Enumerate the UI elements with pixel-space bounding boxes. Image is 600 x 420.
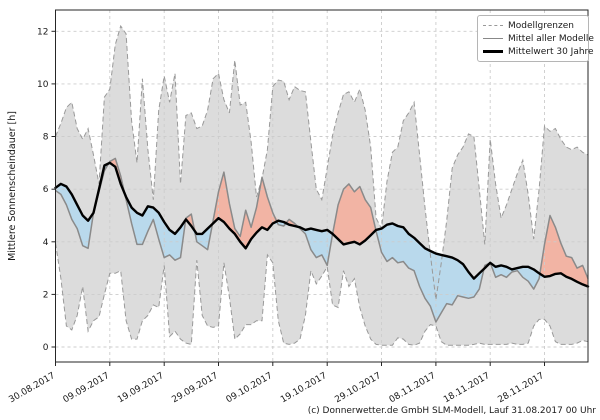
x-tick-label: 09.09.2017 (62, 371, 112, 405)
x-tick-label: 28.11.2017 (496, 371, 546, 405)
y-tick-label: 10 (37, 80, 49, 90)
legend-label: Mittel aller Modelle (508, 33, 594, 44)
lower-bound-line (55, 243, 589, 346)
x-tick-label: 29.09.2017 (170, 371, 220, 405)
legend-item-model-mean: Mittel aller Modelle (483, 33, 594, 44)
model-mean-line (55, 157, 589, 323)
x-tick-label: 19.09.2017 (116, 371, 166, 405)
x-tick-label: 08.11.2017 (388, 371, 438, 405)
upper-bound-line (55, 24, 589, 300)
copyright-caption: (c) Donnerwetter.de GmbH SLM-Modell, Lau… (308, 406, 597, 416)
legend-item-model-bounds: Modellgrenzen (483, 20, 583, 31)
y-tick-label: 8 (43, 133, 49, 143)
x-tick-label: 09.10.2017 (225, 371, 275, 405)
axes-frame (55, 9, 589, 363)
legend: Modellgrenzen Mittel aller Modelle Mitte… (477, 15, 594, 62)
model-range-band (55, 26, 588, 346)
dashed-line-icon (483, 25, 503, 26)
below-normal-fill (55, 162, 588, 322)
legend-item-climate-mean: Mittelwert 30 Jahre (483, 46, 594, 57)
y-tick-label: 2 (43, 290, 49, 300)
legend-label: Modellgrenzen (508, 20, 574, 31)
climate-mean-line (54, 161, 590, 288)
gray-line-icon (483, 38, 503, 39)
black-line-icon (483, 50, 503, 53)
y-tick-label: 6 (43, 185, 49, 195)
x-tick-label: 18.11.2017 (442, 371, 492, 405)
y-tick-label: 4 (43, 238, 49, 248)
y-tick-label: 12 (37, 27, 48, 37)
y-tick-label: 0 (43, 343, 49, 353)
x-tick-label: 29.10.2017 (333, 371, 383, 405)
x-tick-label: 30.08.2017 (7, 371, 57, 405)
y-axis-title: Mittlere Sonnenscheindauer [h] (7, 111, 18, 261)
x-tick-label: 19.10.2017 (279, 371, 329, 405)
legend-label: Mittelwert 30 Jahre (508, 46, 594, 57)
